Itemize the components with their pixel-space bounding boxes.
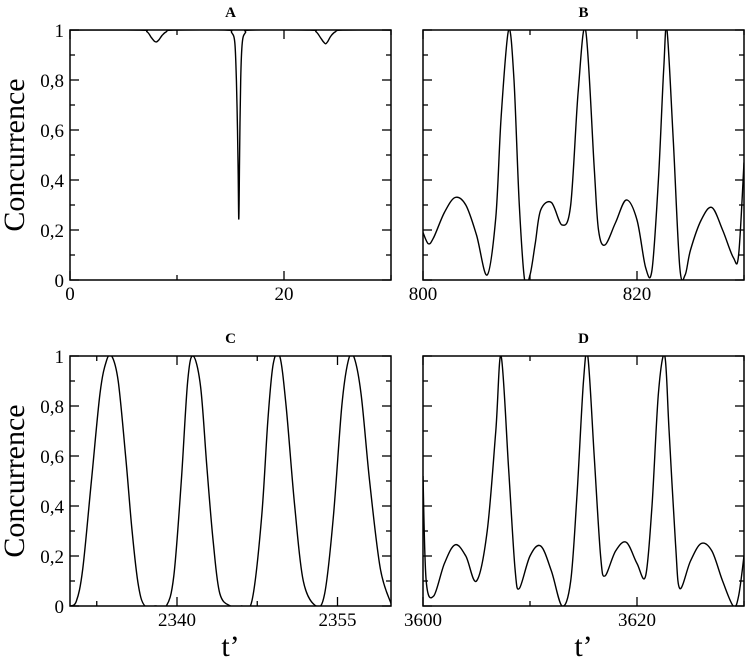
- y-tick-label: 0,6: [40, 121, 64, 142]
- y-tick-label: 0,2: [40, 547, 64, 568]
- x-tick-label: 820: [623, 284, 652, 305]
- x-axis-label: t’: [574, 630, 592, 662]
- y-tick-label: 0,8: [40, 397, 64, 418]
- panel-d: D 3600 3620 t’: [404, 331, 745, 662]
- x-tick-label: 800: [409, 284, 438, 305]
- panel-title: D: [578, 331, 589, 347]
- x-tick-label: 3620: [618, 610, 656, 631]
- x-tick-label: 2355: [319, 610, 357, 631]
- y-tick-label: 1: [55, 347, 65, 368]
- panel-title: A: [225, 5, 236, 21]
- y-tick-label: 0,4: [40, 497, 64, 518]
- plot-frame: [69, 29, 392, 281]
- x-axis-label: t’: [221, 630, 239, 662]
- x-tick-label: 0: [65, 284, 75, 305]
- panel-c: C 0 0,2 0,4 0,6 0,8 1 2340 2355 Concurrence t’: [0, 331, 392, 662]
- x-tick-label: 20: [275, 284, 294, 305]
- plot-frame: [422, 29, 745, 281]
- y-tick-label: 1: [55, 21, 65, 42]
- y-tick-label: 0,8: [40, 71, 64, 92]
- y-tick-label: 0,4: [40, 171, 64, 192]
- x-tick-label: 3600: [404, 610, 442, 631]
- y-tick-label: 0,6: [40, 447, 64, 468]
- series-line-1: [423, 30, 744, 280]
- series-line-1: [70, 356, 391, 606]
- panel-title: B: [578, 5, 588, 21]
- plot-frame: [422, 355, 745, 607]
- y-tick-label: 0: [55, 271, 65, 292]
- y-axis-label: Concurrence: [0, 78, 31, 231]
- panel-b: B 800 820: [409, 5, 745, 305]
- panel-a: A 0 0,2 0,4 0,6 0,8 1 0 20 Concurrence: [0, 5, 392, 305]
- y-tick-label: 0,2: [40, 221, 64, 242]
- series-line-1: [70, 30, 391, 220]
- x-tick-label: 2340: [158, 610, 196, 631]
- y-tick-label: 0: [55, 597, 65, 618]
- y-axis-label: Concurrence: [0, 404, 31, 557]
- panel-title: C: [225, 331, 236, 347]
- series-line-1: [423, 356, 744, 606]
